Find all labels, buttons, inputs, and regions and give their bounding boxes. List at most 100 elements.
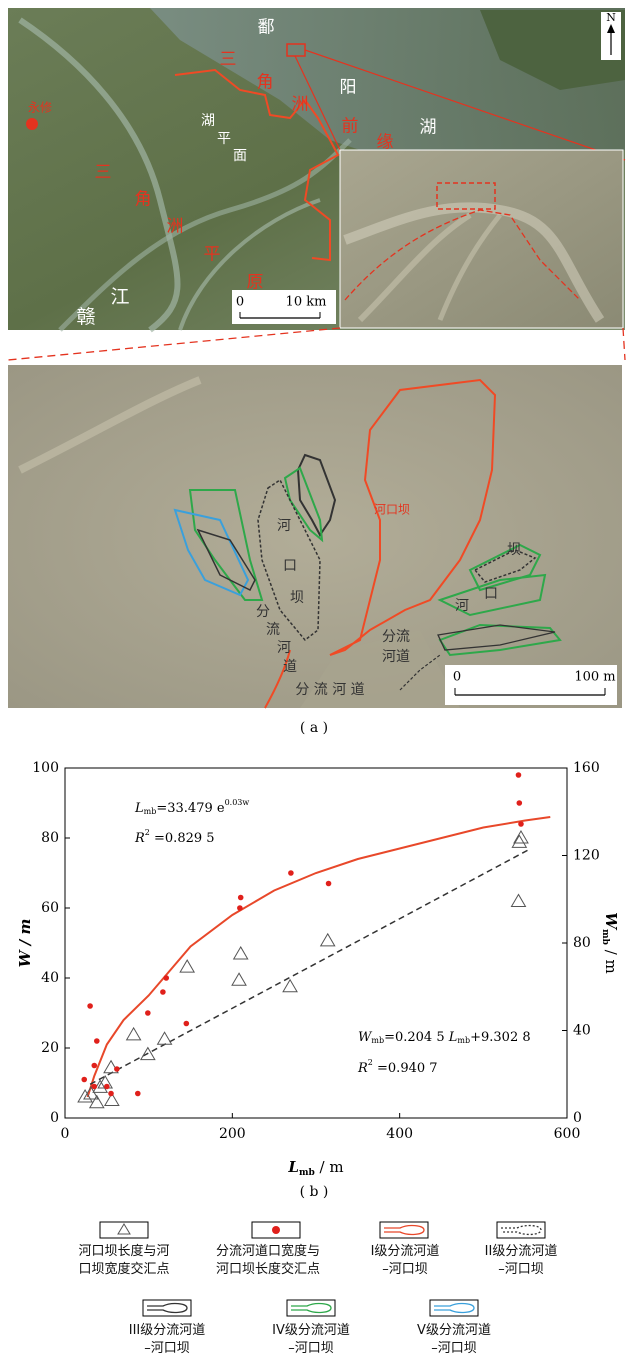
map-label: 角 (257, 73, 274, 93)
dot-point (163, 975, 169, 981)
r-squared: R2 =0.940 7 (357, 1058, 438, 1076)
detail-label: 河 (277, 640, 291, 656)
triangle-point (283, 980, 297, 992)
dot-point (237, 905, 243, 911)
dot-point (288, 870, 294, 876)
map-label: 原 (247, 273, 264, 293)
detail-label: 分 流 河 道 (295, 682, 364, 698)
legend-box (497, 1222, 545, 1238)
map-label: 江 (110, 286, 129, 308)
dot-point (518, 821, 524, 827)
x-tick-label: 600 (554, 1126, 581, 1142)
y-tick-label: 60 (41, 900, 59, 916)
triangle-point (511, 894, 525, 906)
eq-part: =0.940 7 (373, 1061, 438, 1076)
detail-label: 河 (277, 518, 291, 534)
legend-box (380, 1222, 428, 1238)
legend-marker (272, 1226, 280, 1234)
y-axis-label: W / m (16, 919, 34, 968)
dot-point (516, 772, 522, 778)
y2-axis-label: Wmb / m (601, 912, 621, 974)
eq-part: =33.479 e (156, 801, 225, 816)
detail-image (8, 365, 622, 708)
figure: 鄱 阳 湖 三 角 洲 前 缘 湖 平 面 三 角 洲 平 原 赣 江 永修 0… (0, 0, 629, 1371)
axis-label-part: mb (299, 1168, 315, 1178)
eq-part: R (357, 1061, 368, 1076)
fit-line (90, 849, 529, 1084)
scale-label: 0 (453, 670, 461, 685)
triangle-point (232, 973, 246, 985)
caption: ( a ) (300, 720, 328, 736)
map-label: 洲 (292, 95, 309, 115)
axis-label-part: L (287, 1158, 299, 1176)
detail-label: 分流 (382, 629, 410, 645)
legend-box (430, 1300, 478, 1316)
eq-part: +9.302 8 (470, 1030, 531, 1045)
map-label: 赣 (76, 306, 95, 328)
x-tick-label: 0 (61, 1126, 70, 1142)
legend-label: 分流河道口宽度与河口坝长度交汇点 (210, 1243, 326, 1279)
eq-part: R (134, 831, 145, 846)
detail-label: 河 (455, 598, 469, 614)
fit-line (88, 817, 551, 1097)
dot-point (91, 1063, 97, 1069)
x-axis-label: Lmb / m (287, 1158, 343, 1178)
equation: Lmb=33.479 e0.03w (134, 798, 249, 816)
legend-box (143, 1300, 191, 1316)
y-tick-label: 40 (41, 970, 59, 986)
dot-point (94, 1038, 100, 1044)
legend-label: I级分流河道 (345, 1243, 465, 1261)
map-label: 洲 (167, 217, 184, 237)
legend-label: III级分流河道 (107, 1322, 227, 1340)
triangle-point (234, 947, 248, 959)
legend-label: –河口坝 (251, 1340, 371, 1358)
dot-point (238, 895, 244, 901)
legend-label: V级分流河道 (394, 1322, 514, 1340)
triangle-point (321, 934, 335, 946)
map-label: 角 (135, 190, 152, 210)
dot-point (160, 989, 166, 995)
map-label: 永修 (28, 100, 52, 115)
map-label: 湖 (420, 118, 437, 138)
triangle-point (180, 960, 194, 972)
eq-part: mb (371, 1036, 384, 1045)
y2-tick-label: 120 (573, 848, 600, 864)
eq-part: =0.829 5 (150, 831, 215, 846)
dot-point (104, 1084, 110, 1090)
legend-label: 河口坝长度与河口坝宽度交汇点 (74, 1243, 174, 1279)
map-label: 平 (204, 245, 221, 265)
legend-box (287, 1300, 335, 1316)
triangle-point (127, 1028, 141, 1040)
detail-label: 分 (256, 604, 270, 620)
dot-point (184, 1021, 190, 1027)
y-tick-label: 100 (32, 760, 59, 776)
detail-label: 河道 (382, 649, 410, 665)
axis-label-part: / m (602, 945, 620, 974)
eq-part: mb (144, 807, 157, 816)
caption: ( b ) (300, 1184, 329, 1200)
y-tick-label: 80 (41, 830, 59, 846)
x-tick-label: 200 (219, 1126, 246, 1142)
eq-part: 0.03w (225, 798, 250, 807)
map-label: 鄱 (258, 18, 275, 38)
figure-svg: 鄱 阳 湖 三 角 洲 前 缘 湖 平 面 三 角 洲 平 原 赣 江 永修 0… (0, 0, 629, 1371)
legend-label: –河口坝 (394, 1340, 514, 1358)
detail-label: 口 (484, 586, 498, 602)
y2-tick-label: 40 (573, 1023, 591, 1039)
dot-point (326, 881, 332, 887)
r-squared: R2 =0.829 5 (134, 828, 215, 846)
map-label: 湖 (201, 113, 215, 129)
legend-label: –河口坝 (107, 1340, 227, 1358)
detail-label: 坝 (290, 590, 304, 606)
map-label: 三 (220, 50, 237, 70)
dot-point (81, 1077, 87, 1083)
dot-point (517, 800, 523, 806)
detail-label: 坝 (507, 542, 521, 558)
plot-frame (65, 768, 567, 1118)
legend-label: II级分流河道 (461, 1243, 581, 1261)
detail-label: 道 (283, 659, 297, 675)
dot-point (91, 1084, 97, 1090)
detail-label: 河口坝 (374, 503, 410, 517)
dot-point (145, 1010, 151, 1016)
equation: Wmb=0.204 5 Lmb+9.302 8 (358, 1030, 531, 1046)
